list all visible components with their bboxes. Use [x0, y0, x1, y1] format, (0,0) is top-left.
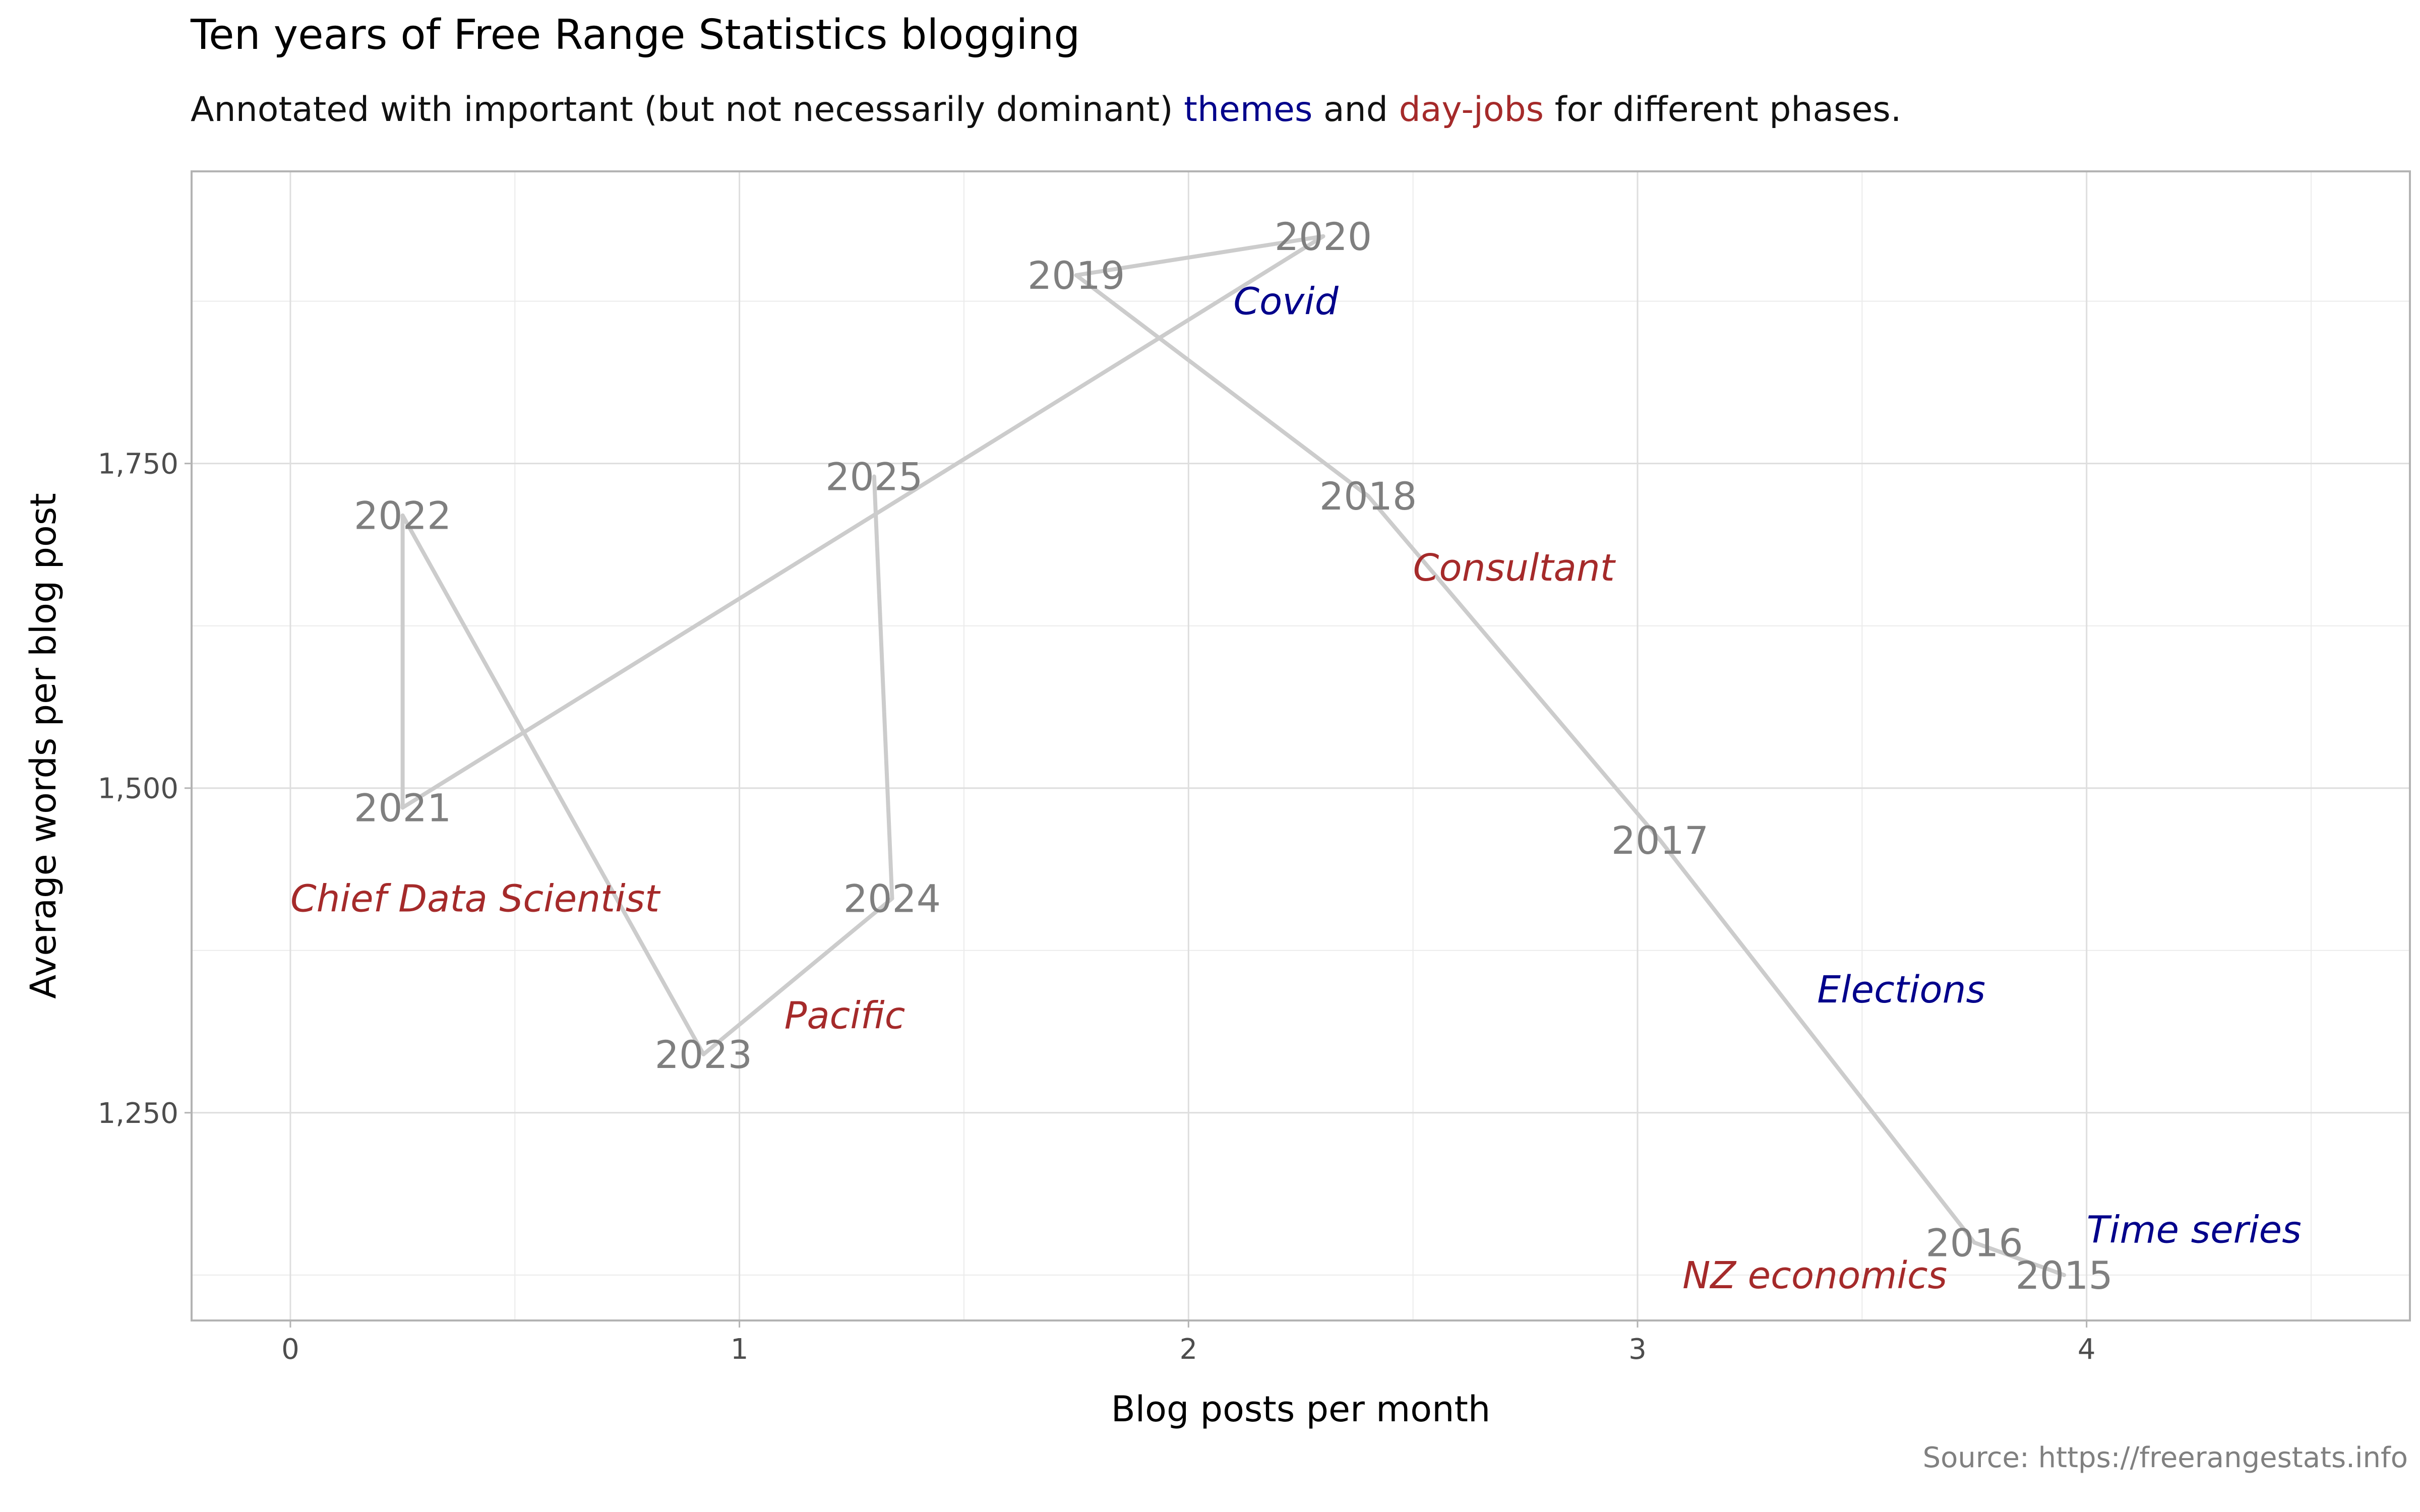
x-tick-label: 3: [1628, 1333, 1647, 1366]
source-caption: Source: https://freerangestats.info: [1922, 1441, 2408, 1474]
y-axis-ticks: 1,250 1,500 1,750: [98, 448, 192, 1130]
path-segment: [400, 513, 706, 1056]
y-tick-label: 1,250: [98, 1097, 178, 1130]
subtitle-post: for different phases.: [1544, 90, 1902, 130]
year-label: 2019: [1027, 253, 1125, 298]
year-label: 2018: [1319, 474, 1417, 519]
subtitle-mid: and: [1312, 90, 1399, 130]
series-path: [400, 234, 2067, 1277]
path-segment: [1074, 234, 1325, 278]
path-segment: [1972, 1240, 2067, 1277]
path-segment: [400, 234, 1325, 810]
path-segment: [1366, 494, 1662, 842]
theme-annotation: Time series: [2087, 1209, 2302, 1252]
theme-annotation: Covid: [1233, 280, 1339, 324]
year-label: 2015: [2015, 1253, 2112, 1298]
annotations: Time series NZ economics Elections Consulta…: [290, 280, 2302, 1297]
path-segment: [701, 896, 894, 1056]
x-tick-label: 2: [1180, 1333, 1198, 1366]
grid-lines: [192, 171, 2410, 1320]
path-segment: [1074, 273, 1370, 498]
theme-annotation: Elections: [1817, 968, 1985, 1012]
year-label: 2016: [1925, 1220, 2023, 1265]
year-label: 2023: [655, 1032, 752, 1077]
year-label: 2021: [354, 785, 451, 830]
year-label: 2017: [1611, 818, 1709, 863]
x-tick-label: 1: [731, 1333, 749, 1366]
path-segment: [872, 474, 894, 901]
subtitle-themes: themes: [1184, 90, 1313, 130]
path-segment: [1658, 838, 1977, 1245]
chart-title: Ten years of Free Range Statistics blogg…: [191, 11, 1080, 59]
y-tick-label: 1,750: [98, 448, 178, 481]
y-tick-label: 1,500: [98, 773, 178, 805]
dayjob-annotation: NZ economics: [1682, 1254, 1947, 1297]
year-label: 2020: [1275, 214, 1372, 259]
dayjob-annotation: Consultant: [1413, 546, 1616, 590]
x-tick-label: 4: [2078, 1333, 2096, 1366]
panel-border: [191, 170, 2411, 1321]
x-tick-label: 0: [281, 1333, 299, 1366]
subtitle-pre: Annotated with important (but not necess…: [191, 90, 1184, 130]
x-axis-title: Blog posts per month: [1111, 1389, 1491, 1430]
year-label: 2025: [825, 454, 923, 499]
subtitle-dayjobs: day-jobs: [1399, 90, 1544, 130]
y-axis-title: Average words per blog post: [23, 493, 64, 999]
year-label: 2022: [354, 493, 451, 538]
dayjob-annotation: Chief Data Scientist: [290, 877, 661, 921]
chart-subtitle: Annotated with important (but not necess…: [191, 90, 1901, 130]
year-label: 2024: [843, 876, 941, 921]
dayjob-annotation: Pacific: [784, 994, 905, 1038]
x-axis-ticks: 0 1 2 3 4: [281, 1320, 2096, 1366]
